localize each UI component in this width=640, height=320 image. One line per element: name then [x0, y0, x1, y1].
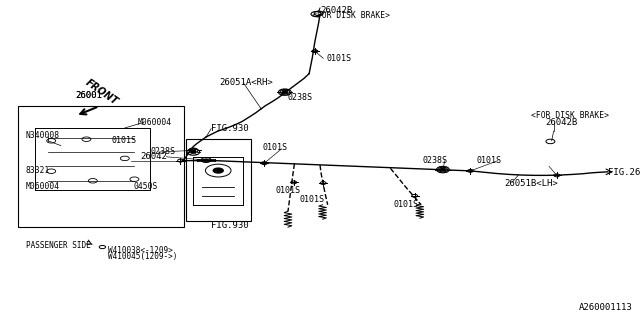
Text: 26001: 26001 — [76, 92, 102, 100]
Text: 0101S: 0101S — [394, 200, 419, 209]
Text: FIG.930: FIG.930 — [211, 221, 249, 230]
Text: <FOR DISK BRAKE>: <FOR DISK BRAKE> — [312, 12, 390, 20]
Text: 0101S: 0101S — [262, 143, 287, 152]
Text: <FOR DISK BRAKE>: <FOR DISK BRAKE> — [531, 111, 609, 120]
Circle shape — [204, 159, 208, 161]
Text: 26042B: 26042B — [545, 118, 577, 127]
Text: N340008: N340008 — [26, 132, 60, 140]
Circle shape — [191, 151, 196, 153]
Bar — [18, 106, 184, 227]
Text: PASSENGER SIDE: PASSENGER SIDE — [26, 241, 90, 250]
Text: 26042B: 26042B — [320, 6, 352, 15]
Text: 26051B<LH>: 26051B<LH> — [504, 180, 558, 188]
Text: 26042: 26042 — [141, 152, 168, 161]
Text: 0101S: 0101S — [112, 136, 137, 145]
Text: W410038<-1209>: W410038<-1209> — [108, 246, 172, 255]
Text: 0238S: 0238S — [422, 156, 447, 165]
Text: 26001: 26001 — [76, 92, 102, 100]
Text: 0238S: 0238S — [150, 148, 175, 156]
Circle shape — [440, 168, 445, 171]
Circle shape — [440, 168, 445, 171]
Text: 0238S: 0238S — [288, 93, 313, 102]
Text: FRONT: FRONT — [83, 77, 119, 107]
Text: 0101S: 0101S — [275, 186, 300, 195]
Text: 26051A<RH>: 26051A<RH> — [219, 78, 273, 87]
Text: W410045(1209->): W410045(1209->) — [108, 252, 177, 260]
Bar — [186, 139, 251, 221]
Text: 0450S: 0450S — [133, 182, 157, 191]
Circle shape — [191, 149, 196, 152]
Text: M060004: M060004 — [138, 118, 172, 127]
Text: M060004: M060004 — [26, 182, 60, 191]
Circle shape — [282, 91, 287, 93]
Circle shape — [213, 168, 223, 173]
Text: A260001113: A260001113 — [579, 303, 633, 312]
Text: 0101S: 0101S — [326, 54, 351, 63]
Circle shape — [282, 91, 287, 93]
Text: 0101S: 0101S — [477, 156, 502, 165]
Text: 0101S: 0101S — [300, 196, 324, 204]
Text: FIG.930: FIG.930 — [211, 124, 249, 133]
Text: 83321: 83321 — [26, 166, 50, 175]
Text: FIG.263: FIG.263 — [608, 168, 640, 177]
